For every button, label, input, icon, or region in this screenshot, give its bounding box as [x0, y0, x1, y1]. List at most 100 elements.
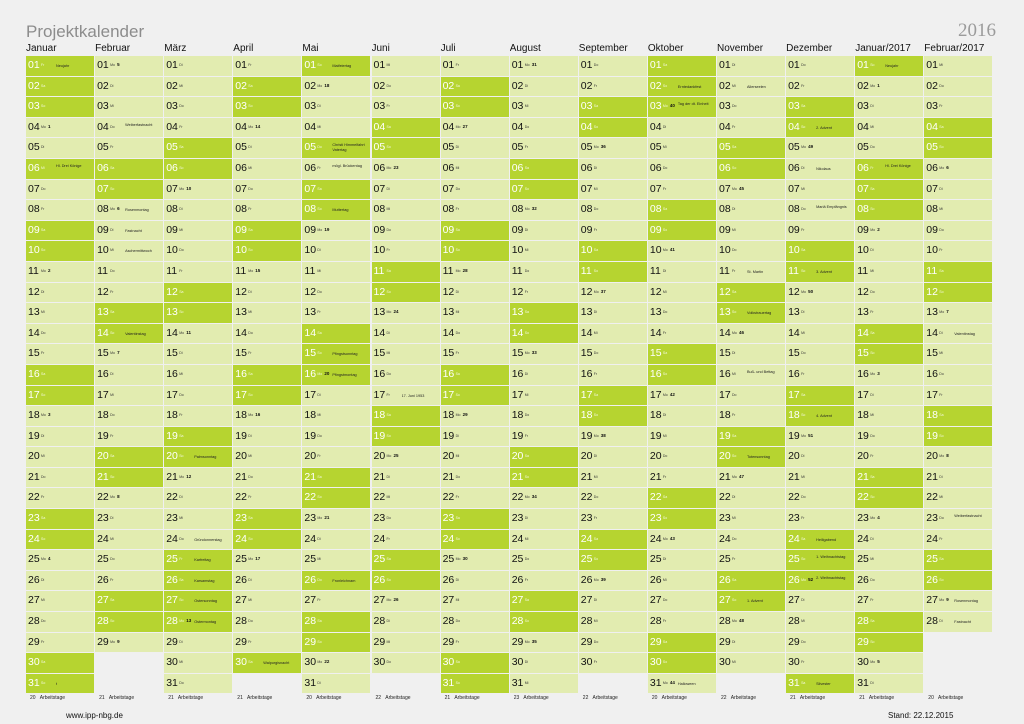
day-cell[interactable]: 01 Mi [924, 56, 993, 76]
day-cell[interactable]: 10 Fr [924, 241, 993, 261]
day-cell[interactable]: 15 Do [578, 344, 647, 364]
day-cell[interactable]: 06 Mo 6 [924, 158, 993, 179]
day-cell[interactable]: 10 Mo 41 [647, 241, 716, 261]
day-cell[interactable]: 08 Di [164, 200, 233, 220]
day-cell[interactable]: 24 Fr [371, 529, 440, 550]
day-cell[interactable]: 28 Sa [302, 612, 371, 632]
day-cell[interactable]: 16 Mo 20 Pfingstmontag [302, 364, 371, 385]
day-cell[interactable]: 16 So [647, 364, 716, 385]
day-cell[interactable]: 25 Di [647, 550, 716, 570]
day-cell[interactable]: 27 Fr [855, 591, 924, 612]
day-cell[interactable]: 15 Di [717, 344, 785, 364]
day-cell[interactable]: 31 So [440, 673, 509, 694]
day-cell[interactable]: 19 Fr [509, 426, 578, 447]
day-cell[interactable]: 10 Do [164, 241, 233, 261]
day-cell[interactable]: 02 Mi Allerseelen [717, 76, 785, 97]
day-cell[interactable]: 04 Sa [924, 117, 993, 138]
day-cell[interactable]: 06 Fr Hl. Drei Könige [855, 158, 924, 179]
day-cell[interactable]: 08 Fr [233, 200, 302, 220]
day-cell[interactable]: 01 Di [164, 56, 233, 76]
day-cell[interactable]: 06 Mi Hl. Drei Könige [26, 158, 94, 179]
day-cell[interactable]: 12 Mo 37 [578, 282, 647, 303]
day-cell[interactable]: 22 Di [164, 488, 233, 509]
day-cell[interactable]: 08 Fr [440, 200, 509, 220]
day-cell[interactable]: 24 Do [717, 529, 785, 550]
day-cell[interactable]: 28 So [509, 612, 578, 632]
day-cell[interactable]: 14 Do [26, 323, 94, 344]
day-cell[interactable]: 18 Do [509, 406, 578, 426]
day-cell[interactable]: 08 Mi [924, 200, 993, 220]
day-cell[interactable]: 26 Sa [717, 570, 785, 591]
day-cell[interactable]: 21 Fr [647, 467, 716, 488]
day-cell[interactable]: 22 Do [786, 488, 855, 509]
day-cell[interactable]: 26 Do Fronleichnam [302, 570, 371, 591]
day-cell[interactable]: 17 Sa [786, 385, 855, 406]
day-cell[interactable]: 25 Mo 30 [440, 550, 509, 570]
day-cell[interactable]: 12 Di [233, 282, 302, 303]
day-cell[interactable]: 03 Mi [95, 97, 164, 117]
day-cell[interactable]: 25 So [578, 550, 647, 570]
day-cell[interactable]: 12 Do [855, 282, 924, 303]
day-cell[interactable]: 29 Mo 9 [95, 632, 164, 653]
day-cell[interactable]: 03 Mo 40 Tag der dt. Einheit [647, 97, 716, 117]
day-cell[interactable]: 02 Di [95, 76, 164, 97]
day-cell[interactable]: 03 Fr [924, 97, 993, 117]
day-cell[interactable]: 13 Di [786, 303, 855, 323]
day-cell[interactable]: 09 Fr [578, 220, 647, 241]
day-cell[interactable]: 17 Sa [578, 385, 647, 406]
day-cell[interactable]: 27 Do [647, 591, 716, 612]
day-cell[interactable]: 02 Mo 1 [855, 76, 924, 97]
day-cell[interactable]: 22 Sa [647, 488, 716, 509]
day-cell[interactable]: 24 Di [855, 529, 924, 550]
day-cell[interactable]: 11 Mo 28 [440, 261, 509, 282]
day-cell[interactable]: 04 Mo 1 [26, 117, 94, 138]
day-cell[interactable]: 15 Fr [233, 344, 302, 364]
day-cell[interactable]: 29 Fr [26, 632, 94, 653]
day-cell[interactable]: 28 Mi [786, 612, 855, 632]
day-cell[interactable]: 10 Sa [786, 241, 855, 261]
day-cell[interactable]: 05 Sa [717, 138, 785, 158]
day-cell[interactable]: 13 Fr [302, 303, 371, 323]
day-cell[interactable]: 12 Di [26, 282, 94, 303]
day-cell[interactable]: 11 Mo 2 [26, 261, 94, 282]
day-cell[interactable]: 14 Mo 11 [164, 323, 233, 344]
day-cell[interactable]: 13 Mo 24 [371, 303, 440, 323]
day-cell[interactable]: 20 So Totensonntag [717, 447, 785, 467]
day-cell[interactable]: 17 Do [164, 385, 233, 406]
day-cell[interactable]: 21 Sa [302, 467, 371, 488]
day-cell[interactable]: 28 Di Fastnacht [924, 612, 993, 632]
day-cell[interactable]: 23 Di [95, 509, 164, 529]
day-cell[interactable]: 19 Do [855, 426, 924, 447]
day-cell[interactable]: 15 So [855, 344, 924, 364]
day-cell[interactable]: 30 Mi [164, 653, 233, 673]
day-cell[interactable]: 19 So [371, 426, 440, 447]
day-cell[interactable]: 20 Mi [26, 447, 94, 467]
day-cell[interactable]: 03 Mi [509, 97, 578, 117]
day-cell[interactable]: 20 Mi [440, 447, 509, 467]
day-cell[interactable]: 11 Mi [302, 261, 371, 282]
day-cell[interactable]: 25 Mo 4 [26, 550, 94, 570]
day-cell[interactable]: 17 Do [717, 385, 785, 406]
day-cell[interactable]: 29 Mi [371, 632, 440, 653]
day-cell[interactable]: 08 Mo 6 Rosenmontag [95, 200, 164, 220]
day-cell[interactable]: 22 Fr [26, 488, 94, 509]
day-cell[interactable]: 27 Mo 9 Rosenmontag [924, 591, 993, 612]
day-cell[interactable]: 06 Fr mögl. Brückentag [302, 158, 371, 179]
day-cell[interactable]: 10 Fr [371, 241, 440, 261]
day-cell[interactable]: 15 Di [164, 344, 233, 364]
day-cell[interactable]: 30 Sa [26, 653, 94, 673]
day-cell[interactable]: 06 Sa [509, 158, 578, 179]
day-cell[interactable]: 12 Mi [647, 282, 716, 303]
day-cell[interactable]: 14 Do [233, 323, 302, 344]
day-cell[interactable]: 27 Mi [233, 591, 302, 612]
day-cell[interactable]: 27 So Ostersonntag [164, 591, 233, 612]
day-cell[interactable]: 08 Do Mariä Empfängnis [786, 200, 855, 220]
day-cell[interactable]: 17 So [440, 385, 509, 406]
day-cell[interactable]: 06 Di [578, 158, 647, 179]
day-cell[interactable]: 21 Di [371, 467, 440, 488]
day-cell[interactable]: 23 Di [509, 509, 578, 529]
day-cell[interactable]: 17 Mi [509, 385, 578, 406]
day-cell[interactable]: 03 Fr [371, 97, 440, 117]
day-cell[interactable]: 11 So 3. Advent [786, 261, 855, 282]
day-cell[interactable]: 22 So [855, 488, 924, 509]
